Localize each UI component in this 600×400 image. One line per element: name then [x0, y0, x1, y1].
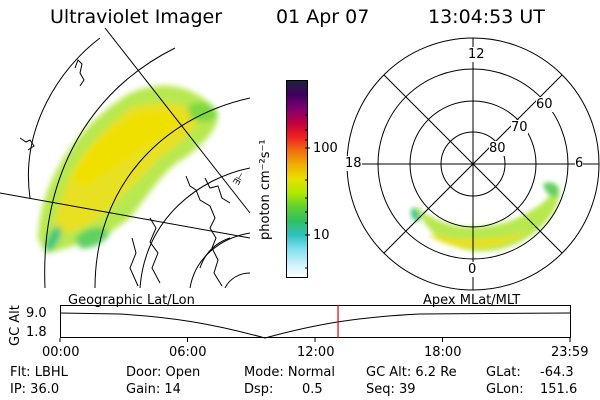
colorbar — [286, 80, 308, 278]
glon-label: GLon: — [486, 382, 524, 397]
flt-info: Flt: LBHL — [10, 365, 68, 380]
gc-alt-axis-label: GC Alt — [8, 305, 23, 346]
coastline — [19, 59, 231, 287]
date-label: 01 Apr 07 — [276, 6, 370, 28]
glat-label: GLat: — [486, 365, 521, 380]
mlat-label-70: 70 — [511, 120, 528, 135]
colorbar-ticks — [305, 114, 310, 269]
dsp-label: Dsp: — [244, 382, 274, 397]
mlat-label-80: 80 — [489, 141, 506, 156]
aurora-oval-geographic — [38, 85, 218, 253]
colorbar-tick-100: 100 — [313, 141, 338, 156]
geographic-latlon-label: Geographic Lat/Lon — [68, 293, 195, 308]
geographic-image-panel: ∃⊢ — [0, 28, 250, 288]
aurora-oval-polar — [410, 182, 560, 252]
x-tick-0000: 00:00 — [42, 345, 80, 360]
timeline-ticks — [59, 338, 571, 342]
glon-value: 151.6 — [540, 382, 578, 397]
x-tick-1200: 12:00 — [297, 345, 335, 360]
apex-mlat-mlt-label: Apex MLat/MLT — [423, 293, 521, 308]
gain-info: Gain: 14 — [126, 382, 181, 397]
gc-alt-curve — [59, 312, 571, 339]
seq-info: Seq: 39 — [366, 382, 416, 397]
polar-grid — [346, 37, 600, 291]
mlt-label-6: 6 — [575, 156, 584, 171]
x-tick-0600: 06:00 — [169, 345, 207, 360]
mlt-label-12: 12 — [468, 47, 485, 62]
glat-value: -64.3 — [540, 365, 574, 380]
orbit-timeline — [59, 305, 571, 342]
x-tick-1800: 18:00 — [424, 345, 462, 360]
dsp-value: 0.5 — [302, 382, 323, 397]
door-info: Door: Open — [126, 365, 201, 380]
mlt-label-18: 18 — [345, 156, 362, 171]
coast-label: ∃⊢ — [232, 171, 248, 188]
colorbar-tick-10: 10 — [313, 228, 330, 243]
gc-alt-info: GC Alt: 6.2 Re — [366, 365, 457, 380]
mlt-label-0: 0 — [468, 262, 477, 277]
ip-info: IP: 36.0 — [10, 382, 60, 397]
geographic-grid — [0, 28, 250, 288]
x-tick-2359: 23:59 — [551, 345, 589, 360]
mlat-label-60: 60 — [536, 97, 553, 112]
colorbar-unit-label: photon cm⁻²s⁻¹ — [258, 139, 273, 240]
polar-mlt-panel — [346, 37, 600, 291]
time-label: 13:04:53 UT — [428, 6, 545, 28]
instrument-title: Ultraviolet Imager — [50, 6, 223, 28]
timeline-y-bottom: 1.8 — [26, 325, 47, 340]
mode-info: Mode: Normal — [244, 365, 335, 380]
timeline-y-top: 9.0 — [26, 306, 47, 321]
